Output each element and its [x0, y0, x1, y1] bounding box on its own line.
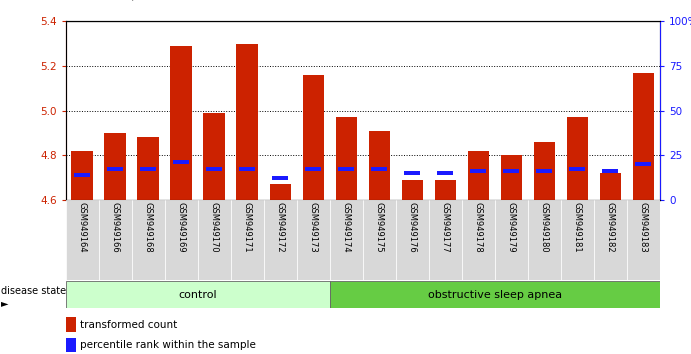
Bar [627, 200, 660, 280]
Text: GSM949182: GSM949182 [606, 202, 615, 253]
Text: GSM949176: GSM949176 [408, 202, 417, 253]
Bar [305, 167, 321, 171]
Bar [462, 200, 495, 280]
Text: GSM949166: GSM949166 [111, 202, 120, 253]
Bar [435, 180, 456, 200]
Text: percentile rank within the sample: percentile rank within the sample [80, 340, 256, 350]
Bar [272, 176, 288, 180]
Text: obstructive sleep apnea: obstructive sleep apnea [428, 290, 562, 300]
Bar [338, 167, 354, 171]
Bar [567, 117, 588, 200]
Text: control: control [178, 290, 217, 300]
Bar [231, 200, 264, 280]
Text: GSM949171: GSM949171 [243, 202, 252, 253]
Bar [635, 162, 652, 166]
Bar [633, 73, 654, 200]
Bar [401, 180, 423, 200]
Bar [495, 200, 528, 280]
Bar [138, 137, 159, 200]
Bar [503, 169, 520, 173]
Bar [471, 169, 486, 173]
Text: GSM949181: GSM949181 [573, 202, 582, 253]
Text: GDS4857 / 8135532: GDS4857 / 8135532 [73, 0, 191, 2]
Bar [66, 317, 76, 332]
Bar [74, 173, 91, 177]
Text: GSM949168: GSM949168 [144, 202, 153, 253]
Text: disease state: disease state [1, 286, 66, 296]
Text: GSM949175: GSM949175 [375, 202, 384, 253]
Bar [236, 44, 258, 200]
Bar [203, 113, 225, 200]
Text: GSM949169: GSM949169 [177, 202, 186, 253]
Bar [600, 173, 621, 200]
Bar [239, 167, 255, 171]
Text: GSM949164: GSM949164 [77, 202, 86, 253]
Text: ►: ► [1, 298, 9, 309]
Bar [206, 167, 223, 171]
Bar [140, 167, 156, 171]
Bar [371, 167, 388, 171]
Text: GSM949180: GSM949180 [540, 202, 549, 253]
Bar [561, 200, 594, 280]
Bar [66, 281, 330, 308]
Bar [528, 200, 561, 280]
Bar [336, 117, 357, 200]
Bar [500, 155, 522, 200]
Bar [296, 200, 330, 280]
Bar [404, 171, 420, 175]
Text: GSM949183: GSM949183 [639, 202, 648, 253]
Bar [164, 200, 198, 280]
Bar [303, 75, 324, 200]
Bar [429, 200, 462, 280]
Bar [330, 281, 660, 308]
Bar [107, 167, 123, 171]
Bar [71, 151, 93, 200]
Bar [132, 200, 164, 280]
Text: transformed count: transformed count [80, 320, 178, 330]
Bar [171, 46, 192, 200]
Bar [603, 169, 618, 173]
Text: GSM949177: GSM949177 [441, 202, 450, 253]
Bar [437, 171, 453, 175]
Bar [330, 200, 363, 280]
Bar [396, 200, 429, 280]
Text: GSM949173: GSM949173 [309, 202, 318, 253]
Bar [533, 142, 555, 200]
Text: GSM949178: GSM949178 [474, 202, 483, 253]
Bar [66, 338, 76, 352]
Bar [536, 169, 552, 173]
Bar [363, 200, 396, 280]
Bar [269, 184, 291, 200]
Text: GSM949174: GSM949174 [342, 202, 351, 253]
Bar [173, 160, 189, 164]
Bar [368, 131, 390, 200]
Bar [66, 200, 99, 280]
Bar [569, 167, 585, 171]
Bar [104, 133, 126, 200]
Bar [99, 200, 132, 280]
Text: GSM949170: GSM949170 [209, 202, 219, 253]
Text: GSM949179: GSM949179 [507, 202, 516, 253]
Bar [264, 200, 296, 280]
Bar [198, 200, 231, 280]
Bar [468, 151, 489, 200]
Text: GSM949172: GSM949172 [276, 202, 285, 253]
Bar [594, 200, 627, 280]
